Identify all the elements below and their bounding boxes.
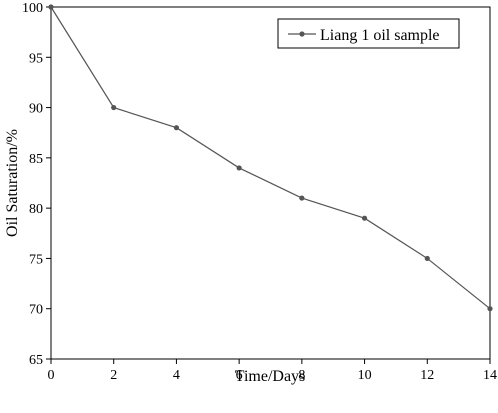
series-layer [48,4,493,312]
y-tick-label: 75 [29,252,43,267]
x-tick-label: 8 [298,368,305,383]
series-line [50,6,491,310]
plot-frame [50,6,491,360]
data-point [487,306,493,312]
data-point [424,255,430,262]
y-tick-label: 80 [29,202,43,217]
x-tick-label: 2 [110,368,117,383]
y-tick-label: 95 [29,51,43,66]
x-tick-label: 6 [236,368,243,383]
legend-label: Liang 1 oil sample [320,27,440,44]
y-tick-label: 90 [29,102,43,117]
y-tick-label: 100 [22,1,43,16]
y-axis: 65 70 75 80 85 90 95 100 [22,1,51,368]
data-point [48,4,54,10]
x-tick-label: 10 [358,368,372,383]
data-point [236,165,242,171]
data-point [111,104,117,111]
x-tick-label: 4 [173,368,180,383]
x-tick-label: 12 [420,368,434,383]
x-tick-label: 0 [48,368,55,383]
data-point [299,195,305,201]
legend: Liang 1 oil sample [277,18,460,49]
data-point [173,125,180,131]
y-tick-label: 65 [29,353,43,368]
x-axis: 0 2 4 6 8 10 12 14 [48,359,497,383]
x-tick-label: 14 [483,368,497,383]
y-tick-label: 85 [29,152,43,167]
legend-marker [299,31,305,37]
data-point [361,215,368,221]
y-axis-title: Oil Saturation/% [4,129,21,237]
y-tick-label: 70 [29,303,43,318]
x-axis-title: Time/Days [235,368,306,385]
